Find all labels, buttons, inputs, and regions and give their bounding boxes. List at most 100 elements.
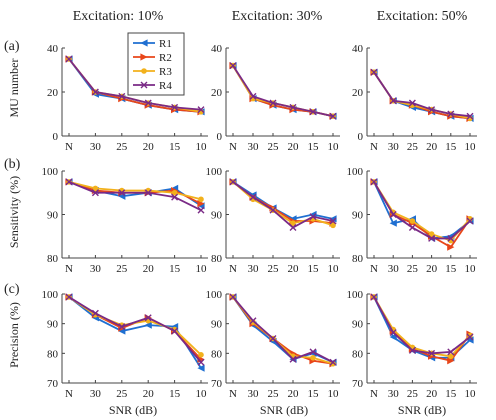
x-tick-label: N (229, 141, 237, 153)
data-point-r4 (118, 92, 126, 100)
data-point-r4 (389, 329, 397, 337)
x-tick-label: N (229, 263, 237, 275)
x-tick-label: N (65, 141, 73, 153)
data-point-r4 (65, 178, 73, 186)
series-line-r3 (373, 181, 471, 242)
y-tick-label: 80 (211, 348, 223, 360)
series-line-r4 (373, 296, 471, 355)
data-point-r3 (310, 354, 316, 361)
y-tick-label: 100 (206, 166, 223, 178)
x-tick-label: 10 (465, 388, 477, 400)
data-point-r4 (118, 323, 126, 331)
panel-0-0: 0 20 40 N 30 25 20 15 10 (47, 43, 208, 153)
data-point-r4 (428, 349, 436, 357)
x-tick-label: N (370, 263, 378, 275)
data-point-r1 (329, 215, 337, 223)
data-point-r4 (249, 317, 257, 325)
x-tick-label: 15 (308, 263, 320, 275)
series-line-r3 (232, 181, 334, 227)
data-point-r4 (197, 358, 205, 366)
row-label-b: (b) (4, 157, 21, 172)
y-tick-label: 100 (42, 166, 59, 178)
y-tick-label: 100 (42, 289, 59, 301)
x-tick-label: 20 (288, 141, 300, 153)
data-point-r1 (309, 349, 317, 357)
series-line-r4 (373, 181, 471, 240)
data-point-r4 (428, 106, 436, 114)
x-tick-label: N (65, 263, 73, 275)
legend: R1 R2 R3 R4 (127, 32, 185, 96)
y-tick-label: 90 (211, 210, 223, 222)
data-point-r4 (370, 293, 378, 301)
data-point-r4 (91, 309, 99, 317)
data-point-r4 (309, 348, 317, 356)
y-label-sensitivity: Sensitivity (%) (7, 176, 21, 248)
y-tick-label: 70 (47, 378, 59, 390)
series-line-r3 (68, 181, 202, 201)
legend-marker-r1 (140, 39, 148, 47)
x-tick-label: 25 (407, 263, 419, 275)
x-tick-label: N (229, 388, 237, 400)
series-line-r4 (373, 71, 471, 118)
x-tick-label: 10 (328, 263, 340, 275)
data-point-r4 (389, 97, 397, 105)
y-tick-label: 100 (347, 166, 364, 178)
x-tick-label: 15 (169, 141, 181, 153)
x-tick-label: 10 (196, 263, 208, 275)
panel-0-1: 0 20 40 N 30 25 20 15 10 (211, 43, 340, 153)
data-point-r4 (229, 293, 237, 301)
x-tick-label: 25 (116, 141, 128, 153)
data-point-r4 (229, 62, 237, 70)
y-tick-label: 20 (211, 87, 223, 99)
data-point-r4 (447, 348, 455, 356)
x-tick-label: 15 (169, 388, 181, 400)
data-point-r1 (389, 219, 397, 227)
y-tick-label: 20 (352, 87, 364, 99)
x-tick-label: 30 (248, 263, 260, 275)
x-tick-label: 30 (90, 388, 102, 400)
y-label-precision: Precision (%) (7, 302, 21, 368)
data-point-r4 (408, 224, 416, 232)
y-tick-label: 90 (352, 319, 364, 331)
data-point-r4 (144, 189, 152, 197)
y-label-mu-number: MU number (7, 59, 21, 118)
y-tick-label: 0 (53, 131, 59, 143)
data-point-r4 (269, 206, 277, 214)
series-line-r1 (68, 296, 202, 369)
x-tick-label: 25 (268, 263, 280, 275)
column-title-3: Excitation: 50% (377, 9, 468, 24)
x-tick-label: 20 (288, 263, 300, 275)
data-point-r4 (408, 346, 416, 354)
series-line-r2 (373, 71, 471, 120)
y-tick-label: 70 (352, 378, 364, 390)
panel-0-2: 0 20 40 N 30 25 20 15 10 (352, 43, 477, 153)
x-axis-labels: SNR (dB) SNR (dB) SNR (dB) (109, 403, 446, 417)
data-point-r4 (65, 293, 73, 301)
data-point-r4 (171, 193, 179, 201)
y-tick-label: 80 (211, 253, 223, 265)
series-line-r1 (232, 296, 334, 364)
data-point-r4 (269, 335, 277, 342)
legend-label-r2: R2 (159, 52, 172, 64)
x-tick-label: 10 (465, 141, 477, 153)
column-titles: Excitation: 10% Excitation: 30% Excitati… (73, 9, 468, 24)
data-point-r4 (144, 99, 152, 107)
data-point-r4 (144, 314, 152, 322)
data-point-r3 (409, 218, 416, 224)
panel-1-0: 80 90 100 N 30 25 20 15 10 (42, 166, 208, 275)
y-tick-label: 80 (47, 253, 59, 265)
y-tick-label: 100 (206, 289, 223, 301)
x-label-col2: SNR (dB) (260, 403, 308, 417)
data-point-r3 (448, 353, 454, 360)
x-tick-label: 15 (445, 263, 457, 275)
data-point-r4 (370, 178, 378, 186)
data-point-r4 (171, 103, 179, 111)
y-tick-label: 0 (358, 131, 364, 143)
data-point-r3 (290, 220, 296, 226)
data-point-r4 (249, 193, 257, 201)
x-tick-label: 10 (328, 141, 340, 153)
data-point-r1 (197, 364, 205, 372)
x-label-col1: SNR (dB) (109, 403, 157, 417)
x-tick-label: N (65, 388, 73, 400)
y-tick-label: 40 (47, 43, 59, 55)
